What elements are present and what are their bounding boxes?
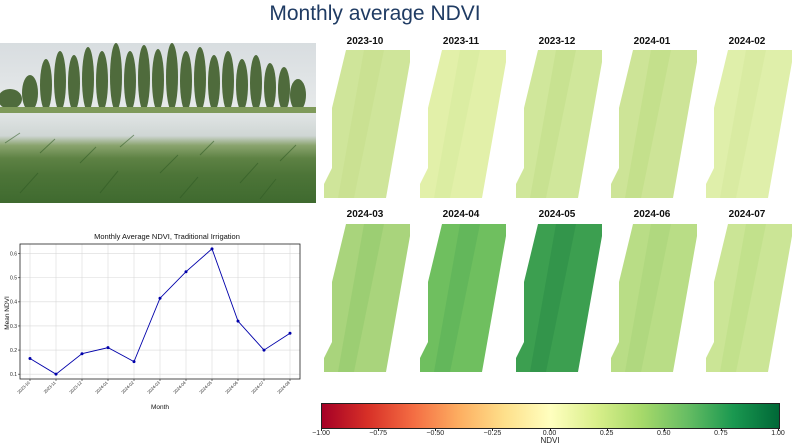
chart-xtick-label: 2024-02 [120, 380, 135, 395]
ndvi-parcel-texture [530, 50, 576, 198]
chart-xlabel: Month [151, 404, 169, 411]
colorbar-tick-mark [549, 428, 551, 431]
colorbar-tick-label: 0.75 [714, 430, 728, 437]
colorbar-tick-label: −1.00 [312, 430, 330, 437]
chart-xtick-label: 2024-01 [94, 380, 109, 395]
ndvi-panel-image [420, 50, 506, 198]
ndvi-panel [420, 48, 506, 203]
panel-label: 2024-01 [633, 36, 671, 47]
chart-xtick-label: 2024-08 [276, 380, 291, 395]
chart-ytick-label: 0.4 [10, 300, 17, 306]
colorbar-tick-mark [606, 428, 608, 431]
ndvi-panel-image [324, 50, 410, 198]
ndvi-panel [706, 222, 792, 377]
ndvi-parcel-texture [720, 224, 766, 372]
ndvi-panel [324, 222, 410, 377]
ndvi-panel [324, 48, 410, 203]
ndvi-panel [420, 222, 506, 377]
chart-data-point [288, 331, 292, 335]
ndvi-line-chart: Monthly Average NDVI, Traditional Irriga… [0, 228, 320, 418]
chart-xtick-label: 2024-06 [224, 380, 239, 395]
chart-data-point [184, 270, 188, 274]
chart-xtick-label: 2023-11 [43, 380, 58, 395]
chart-data-point [262, 348, 266, 352]
ndvi-panel-image [706, 224, 792, 372]
chart-data-point [158, 296, 162, 300]
colorbar-tick-label: −0.50 [426, 430, 445, 437]
chart-ytick-label: 0.2 [10, 348, 17, 354]
chart-xtick-label: 2024-04 [172, 380, 187, 395]
page-title: Monthly average NDVI [269, 2, 481, 25]
tree-line-illustration [0, 43, 316, 200]
colorbar-tick-label: −0.25 [483, 430, 502, 437]
chart-data-point [236, 319, 240, 323]
ndvi-panel [706, 48, 792, 203]
panel-label: 2023-12 [538, 36, 576, 47]
ndvi-panel-image [611, 224, 697, 372]
colorbar-tick-mark [492, 428, 494, 431]
ndvi-panel-image [420, 224, 506, 372]
chart-ytick-label: 0.1 [10, 372, 17, 378]
colorbar-tick-label: −0.75 [369, 430, 387, 437]
ndvi-parcel-texture [338, 224, 384, 372]
ndvi-panel [516, 48, 602, 203]
colorbar-tick-mark [321, 428, 322, 431]
colorbar-tick-mark [663, 428, 665, 431]
chart-ytick-label: 0.5 [10, 276, 17, 282]
chart-data-point [210, 247, 214, 251]
ndvi-panel-image [324, 224, 410, 372]
colorbar-tick-mark [720, 428, 722, 431]
ndvi-panel-image [516, 50, 602, 198]
ndvi-parcel-texture [434, 224, 480, 372]
colorbar-tick-label: 0.25 [599, 430, 614, 437]
chart-xtick-label: 2023-10 [16, 380, 31, 395]
chart-data-point [54, 372, 58, 376]
ndvi-panel-image [516, 224, 602, 372]
chart-ytick-label: 0.6 [10, 251, 17, 257]
chart-xtick-label: 2024-03 [146, 380, 161, 395]
ndvi-panel [611, 48, 697, 203]
wheat-field-photo [0, 43, 316, 203]
ndvi-parcel-texture [720, 50, 766, 198]
chart-data-point [106, 346, 110, 350]
panel-label: 2024-04 [442, 209, 480, 220]
ndvi-parcel-texture [338, 50, 384, 198]
ndvi-panel [611, 222, 697, 377]
chart-data-point [132, 360, 136, 364]
panel-label: 2024-03 [346, 209, 384, 220]
ndvi-panel-image [611, 50, 697, 198]
colorbar-label: NDVI [540, 436, 560, 445]
chart-data-point [80, 352, 84, 356]
colorbar-tick-mark [778, 428, 779, 431]
ndvi-line-chart-svg: Monthly Average NDVI, Traditional Irriga… [4, 232, 301, 411]
chart-title: Monthly Average NDVI, Traditional Irriga… [94, 232, 240, 241]
panel-label: 2024-02 [728, 36, 766, 47]
chart-xtick-label: 2023-12 [68, 380, 83, 395]
chart-data-point [28, 357, 32, 361]
colorbar-tick-mark [378, 428, 380, 431]
colorbar-tick-mark [435, 428, 437, 431]
colorbar-tick-label: 0.50 [656, 430, 671, 437]
colorbar-tick-label: 0.00 [542, 430, 557, 437]
chart-ytick-label: 0.3 [10, 324, 17, 330]
panel-label: 2024-06 [633, 209, 671, 220]
panel-label: 2024-05 [538, 209, 576, 220]
ndvi-panel [516, 222, 602, 377]
chart-ylabel: Mean NDVI [4, 296, 11, 330]
chart-xtick-label: 2024-05 [198, 380, 213, 395]
panel-label: 2023-11 [442, 36, 480, 47]
ndvi-parcel-texture [434, 50, 480, 198]
ndvi-panel-image [706, 50, 792, 198]
ndvi-parcel-texture [625, 224, 671, 372]
colorbar-tick-label: 1.00 [771, 430, 785, 437]
panel-label: 2024-07 [728, 209, 766, 220]
ndvi-parcel-texture [625, 50, 671, 198]
panel-label: 2023-10 [346, 36, 384, 47]
ndvi-colorbar [321, 403, 780, 429]
ndvi-parcel-texture [530, 224, 576, 372]
chart-xtick-label: 2024-07 [250, 380, 265, 395]
